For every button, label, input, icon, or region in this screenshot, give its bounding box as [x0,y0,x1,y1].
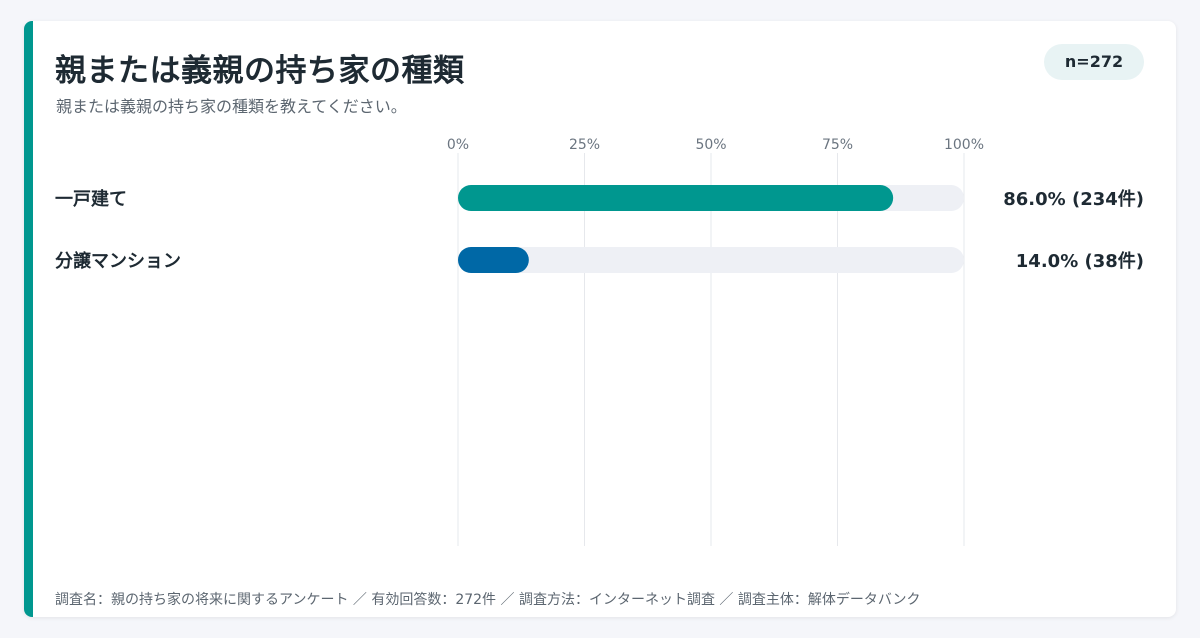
x-tick-label: 75% [822,137,853,153]
bar [458,247,529,273]
x-tick-label: 100% [944,137,984,153]
value-label: 14.0% (38件) [1016,250,1144,272]
chart-card: 親または義親の持ち家の種類 親または義親の持ち家の種類を教えてください。 n=2… [24,21,1176,617]
accent-bar [24,21,33,617]
value-label: 86.0% (234件) [1003,188,1144,210]
sample-size-badge: n=272 [1044,44,1144,80]
bar [458,185,894,211]
category-label: 一戸建て [55,188,127,210]
chart-subtitle: 親または義親の持ち家の種類を教えてください。 [56,97,407,116]
chart-title: 親または義親の持ち家の種類 [55,53,465,89]
x-tick-label: 0% [447,137,469,153]
category-label: 分譲マンション [55,250,181,272]
survey-footnote: 調査名：親の持ち家の将来に関するアンケート ／ 有効回答数：272件 ／ 調査方… [55,592,921,608]
bar-chart: 0% 25% 50% 75% 100% 一戸建て 86.0% (234件) 分譲マンション 14… [55,137,1144,546]
x-tick-label: 25% [569,137,600,153]
bar-track [458,247,964,273]
x-tick-label: 50% [695,137,726,153]
